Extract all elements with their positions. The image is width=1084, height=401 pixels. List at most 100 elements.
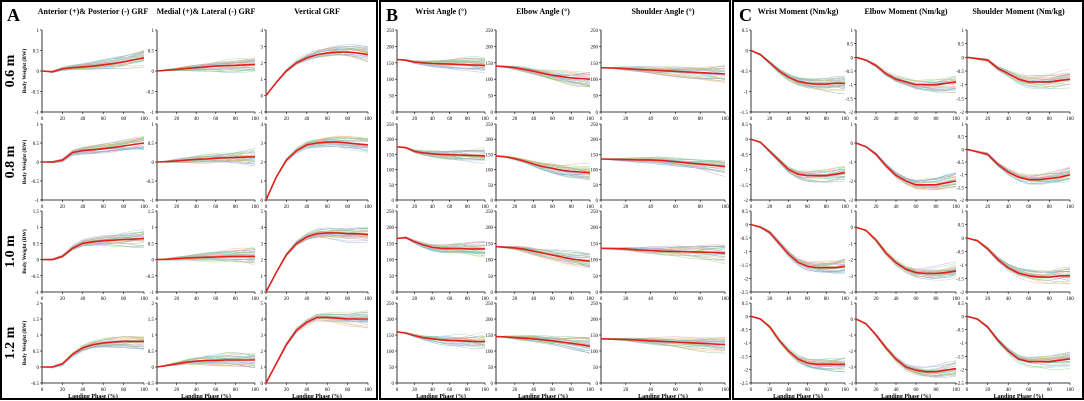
y-tick-label: -0.5	[956, 251, 964, 256]
mean-line	[855, 142, 957, 186]
y-tick-label: 100	[387, 78, 395, 83]
y-tick-label: 0	[392, 382, 395, 387]
x-tick-label: 20	[284, 205, 290, 210]
mean-line	[495, 155, 591, 174]
y-tick-label: 0.5	[958, 136, 965, 141]
x-tick-label: 0	[156, 388, 159, 393]
y-tick-label: 150	[486, 62, 494, 67]
trial-line	[265, 318, 368, 384]
y-tick-label: -1.5	[956, 186, 964, 191]
x-tick-label: 20	[512, 297, 518, 302]
y-tick-label: 0.5	[148, 242, 155, 247]
trial-line	[750, 50, 846, 80]
x-tick-label: 100	[251, 388, 259, 393]
subplot-b-1-3: 250 200 150 100 50 00 20 40 60 80 100	[591, 29, 730, 122]
x-tick-label: 20	[767, 297, 773, 302]
y-tick-label: 150	[591, 334, 599, 339]
trial-line	[265, 146, 369, 201]
y-tick-label: 150	[591, 62, 599, 67]
x-tick-label: 100	[952, 205, 960, 210]
trial-line	[855, 226, 957, 271]
trial-line	[265, 319, 369, 384]
y-tick-label: 0	[962, 56, 965, 61]
subplot-a-3-2: 1.510.50-0.5-10 20 40 60 80 100	[146, 210, 259, 302]
y-tick-label: -1.5	[740, 111, 748, 116]
y-tick-label: 0	[491, 382, 494, 387]
subplot-c-3-3: 10.50-0.5-1-1.5-20 20 40 60 80 100	[956, 210, 1074, 302]
y-tick-label: 0.5	[148, 50, 155, 55]
x-tick-label: 20	[284, 297, 290, 302]
x-tick-label: 20	[284, 117, 290, 122]
y-tick-label: -2.5	[740, 382, 748, 387]
trial-line	[265, 315, 369, 384]
y-tick-label: -0.5	[31, 91, 39, 96]
x-tick-label: 0	[495, 205, 498, 210]
trial-line	[42, 50, 145, 72]
x-tick-label: 100	[586, 388, 594, 393]
mean-line	[750, 49, 845, 85]
trial-line	[41, 339, 145, 368]
trial-line	[495, 65, 591, 76]
trial-line	[750, 316, 846, 373]
x-tick-label: 80	[121, 297, 127, 302]
trial-line	[41, 346, 145, 368]
x-tick-label: 0	[966, 205, 969, 210]
trial-line	[750, 50, 846, 81]
y-tick-label: -3	[849, 199, 854, 204]
y-tick-label: 1.5	[148, 210, 155, 215]
trial-line	[600, 67, 726, 81]
y-tick-label: 0	[392, 111, 395, 116]
x-tick-label: 100	[251, 297, 259, 302]
y-tick-label: 4	[261, 123, 264, 128]
trial-line	[265, 141, 369, 201]
x-tick-label: 0	[495, 297, 498, 302]
trial-line	[495, 336, 591, 355]
y-tick-label: 2	[37, 302, 40, 307]
x-tick-label: 0	[855, 297, 858, 302]
x-tick-label: 100	[841, 388, 849, 393]
x-tick-label: 60	[805, 297, 811, 302]
y-tick-label: 0	[37, 259, 40, 264]
x-tick-label: 0	[156, 205, 159, 210]
y-tick-label: 200	[486, 45, 494, 50]
y-tick-label: 4	[261, 226, 264, 231]
x-tick-label: 100	[952, 297, 960, 302]
mean-line	[855, 318, 957, 373]
trial-line	[600, 248, 726, 261]
subplot-b-2-3: 250 200 150 100 50 00 20 40 60 80 100	[591, 123, 730, 210]
x-tick-label: 0	[495, 388, 498, 393]
trial-line	[156, 259, 256, 263]
y-tick-label: -2	[960, 291, 965, 296]
x-tick-label: 40	[430, 297, 436, 302]
trial-line	[855, 142, 957, 182]
x-tick-label: 20	[985, 297, 991, 302]
x-tick-label: 60	[447, 297, 453, 302]
y-tick-label: 5	[261, 302, 264, 307]
x-tick-label: 40	[648, 388, 654, 393]
subplot-c-2-2: 10-1-2-30 20 40 60 80 100	[849, 123, 960, 210]
x-tick-label: 0	[396, 388, 399, 393]
mean-line	[265, 141, 369, 201]
trial-line	[396, 59, 486, 71]
x-tick-label: 60	[805, 205, 811, 210]
y-tick-label: 250	[591, 29, 599, 34]
trial-line	[396, 331, 486, 338]
subplot-a-2-2: 10.50-0.5-10 20 40 60 80 100	[146, 123, 259, 210]
y-tick-label: -0.5	[740, 153, 748, 158]
trial-line	[265, 321, 369, 384]
y-tick-label: 0	[491, 291, 494, 296]
x-tick-label: 60	[673, 205, 679, 210]
x-tick-label: 80	[569, 297, 575, 302]
y-tick-label: 50	[488, 95, 494, 100]
mean-line	[495, 65, 591, 80]
mean-line	[750, 223, 846, 269]
x-tick-label: 60	[805, 388, 811, 393]
x-tick-label: 0	[750, 388, 753, 393]
y-tick-label: 250	[591, 210, 599, 215]
trial-line	[495, 155, 591, 167]
x-tick-label: 20	[174, 388, 180, 393]
y-tick-label: 0.5	[148, 142, 155, 147]
trial-line	[600, 66, 726, 69]
y-tick-label: 0.5	[958, 302, 965, 307]
